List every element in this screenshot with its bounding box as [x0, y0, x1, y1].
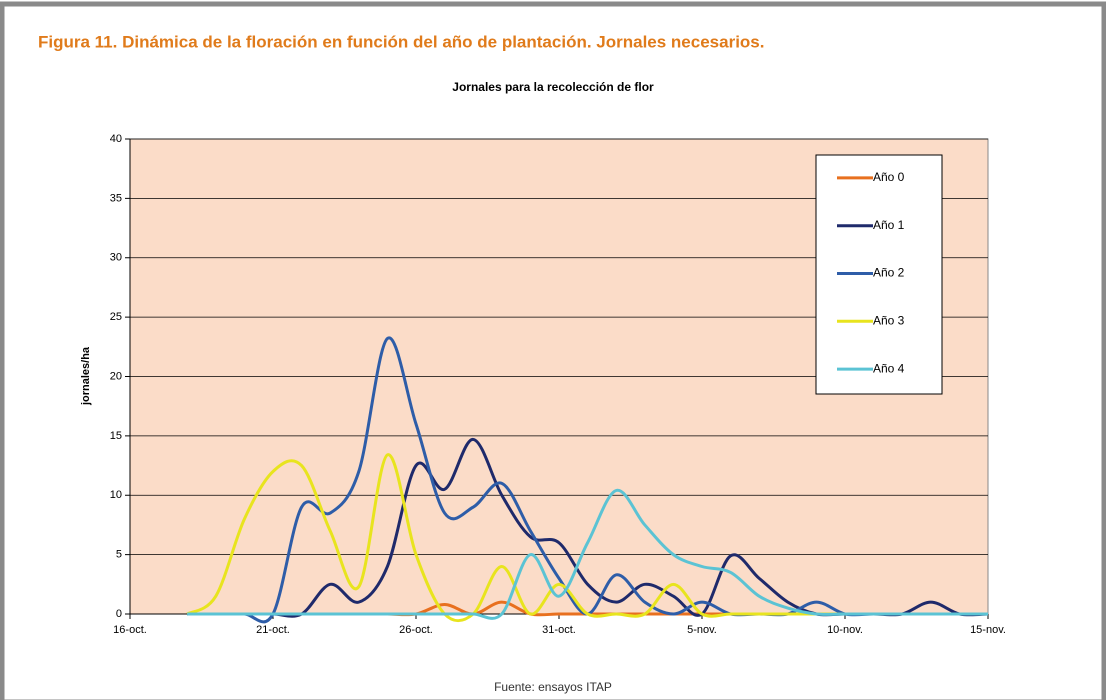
x-tick-label: 21-oct.: [256, 624, 290, 636]
y-tick-label: 35: [110, 192, 122, 204]
y-tick-label: 25: [110, 311, 122, 323]
y-tick-label: 10: [110, 489, 122, 501]
source: Fuente: ensayos ITAP: [494, 680, 612, 694]
plot: 0 5 10 15 20 25 30 35 40 16-oct. 21-oct. 26-oct. 31-…: [110, 133, 1006, 636]
series-line: [187, 488, 988, 620]
x-tick-label: 15-nov.: [970, 624, 1006, 636]
legend-label: Año 3: [873, 313, 905, 327]
x-tick-label: 10-nov.: [827, 624, 863, 636]
x-tick-label: 16-oct.: [113, 624, 147, 636]
y-tick-label: 5: [116, 549, 122, 561]
y-tick-label: 20: [110, 370, 122, 382]
x-tick-label: 31-oct.: [542, 624, 576, 636]
y-tick-label: 15: [110, 430, 122, 442]
legend-label: Año 2: [873, 266, 905, 280]
legend-label: Año 1: [873, 218, 905, 232]
x-tick-label: 5-nov.: [687, 624, 717, 636]
legend-label: Año 4: [873, 361, 905, 375]
figure-title: Figura 11. Dinámica de la floración en f…: [38, 32, 764, 51]
y-tick-label: 0: [116, 608, 122, 620]
y-tick-label: 30: [110, 252, 122, 264]
legend-label: Año 0: [873, 170, 905, 184]
y-tick-label: 40: [110, 133, 122, 145]
y-axis-label: jornales/ha: [80, 346, 92, 406]
chart-title: Jornales para la recolección de flor: [452, 80, 654, 94]
x-tick-label: 26-oct.: [399, 624, 433, 636]
